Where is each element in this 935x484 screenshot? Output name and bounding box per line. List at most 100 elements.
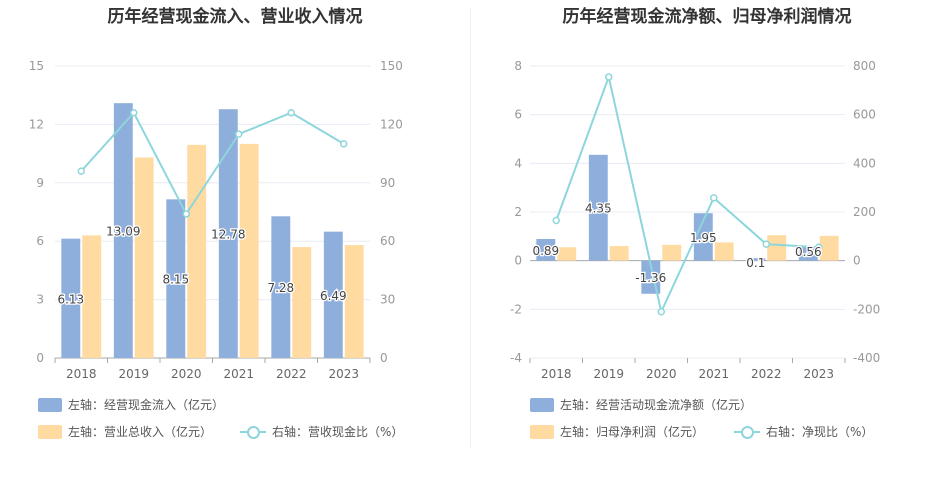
y-tick-right: 400 [853,156,876,170]
y-tick-right: 150 [380,59,403,73]
legend-label: 左轴：归母净利润（亿元） [560,425,705,439]
bar-series-1 [323,231,343,358]
x-tick-label: 2023 [803,367,834,381]
legend-line-icon [240,425,266,439]
y-tick-left: 6 [514,108,522,122]
line-series [555,73,819,315]
y-tick-left: 2 [514,205,522,219]
y-tick-left: 0 [514,254,522,268]
x-tick-label: 2021 [223,367,254,381]
bar-data-label: -1.36 [635,271,666,285]
bar-series-2 [344,245,364,358]
y-tick-right: 800 [853,59,876,73]
bar-series-2 [609,246,629,261]
bar-series-1 [693,213,713,261]
legend-item-1-1[interactable]: 左轴：经营现金流入（亿元） [38,396,224,413]
bar-data-label: 4.35 [585,202,612,216]
x-tick-label: 2019 [118,367,149,381]
legend-swatch-bar [38,397,62,412]
y-tick-left: 8 [514,59,522,73]
legend-label: 左轴：经营现金流入（亿元） [68,398,225,412]
y-tick-right: 200 [853,205,876,219]
legend-swatch-bar [530,424,554,439]
bar-series-2 [292,247,312,358]
legend-label: 左轴：营业总收入（亿元） [68,425,213,439]
legend-item-2-1[interactable]: 左轴：经营活动现金流净额（亿元） [530,396,752,413]
y-tick-right: 600 [853,108,876,122]
y-tick-left: 6 [36,234,44,248]
legend-item-2-2[interactable]: 左轴：归母净利润（亿元） [530,423,704,440]
x-tick-label: 2019 [593,367,624,381]
legend-swatch-bar [38,424,62,439]
y-tick-left: 15 [29,59,44,73]
line-point [552,216,560,225]
chart-title: 历年经营现金流入、营业收入情况 [108,6,363,27]
bar-data-label: 6.13 [57,292,84,306]
bar-series-1 [113,103,133,358]
y-tick-left: 3 [36,293,44,307]
x-tick-label: 2020 [646,367,677,381]
line-point [287,108,295,117]
bar-series-1 [536,239,556,261]
x-tick-label: 2020 [171,367,202,381]
y-tick-left: 12 [29,117,44,131]
chart-title: 历年经营现金流净额、归母净利润情况 [563,6,852,27]
y-tick-left: 0 [36,351,44,365]
x-tick-label: 2022 [276,367,307,381]
line-point [77,167,85,175]
bar-data-label: 6.49 [320,289,347,303]
line-point [605,73,613,81]
bar-series-2 [239,143,259,358]
bar-series-2 [819,235,839,261]
y-tick-right: 120 [380,117,403,131]
legend-label: 右轴：净现比（%） [766,425,874,439]
bar-series-2 [134,157,154,358]
legend-label: 左轴：经营活动现金流净额（亿元） [560,398,753,412]
x-tick-label: 2021 [698,367,729,381]
bar-series-1 [746,258,766,261]
bar-data-label: 12.78 [211,228,245,242]
line-point [340,140,348,148]
x-tick-label: 2023 [328,367,359,381]
line-point [815,243,823,252]
bar-data-label: 1.95 [690,231,717,245]
y-tick-right: 60 [380,234,395,248]
bar-data-label: 0.1 [746,256,765,270]
bar-data-label: 0.89 [532,244,559,258]
y-tick-left: -2 [510,302,522,316]
bar-series-1 [588,154,608,261]
x-tick-label: 2018 [541,367,572,381]
line-point [710,194,718,202]
bar-series-2 [187,144,207,358]
bar-series-2 [557,247,577,261]
bar-series-2 [767,235,787,261]
x-tick-label: 2018 [66,367,97,381]
legend-item-1-2[interactable]: 左轴：营业总收入（亿元） [38,423,212,440]
y-tick-right: 0 [853,254,861,268]
legend-swatch-bar [530,397,554,412]
bar-series-1 [218,109,238,358]
bar-data-label: 8.15 [162,273,189,287]
bar-series-2 [662,244,682,261]
bar-data-label: 7.28 [267,281,294,295]
y-tick-right: 30 [380,293,395,307]
legend-item-2-3[interactable]: 右轴：净现比（%） [734,423,873,440]
line-point [762,240,770,248]
bar-series-1 [61,238,81,358]
line-point [657,308,665,316]
bar-series-1 [271,216,291,358]
legend-item-1-3[interactable]: 右轴：营收现金比（%） [240,423,403,440]
bar-series-2 [714,242,734,261]
legend-label: 右轴：营收现金比（%） [272,425,404,439]
bar-data-label: 13.09 [106,225,140,239]
line-point [130,108,138,117]
bar-series-1 [798,247,818,261]
y-tick-right: 90 [380,176,395,190]
y-tick-left: 9 [36,176,44,190]
bar-series-2 [82,235,102,358]
y-tick-left: 4 [514,156,522,170]
line-point [182,210,190,218]
y-tick-right: 0 [380,351,388,365]
